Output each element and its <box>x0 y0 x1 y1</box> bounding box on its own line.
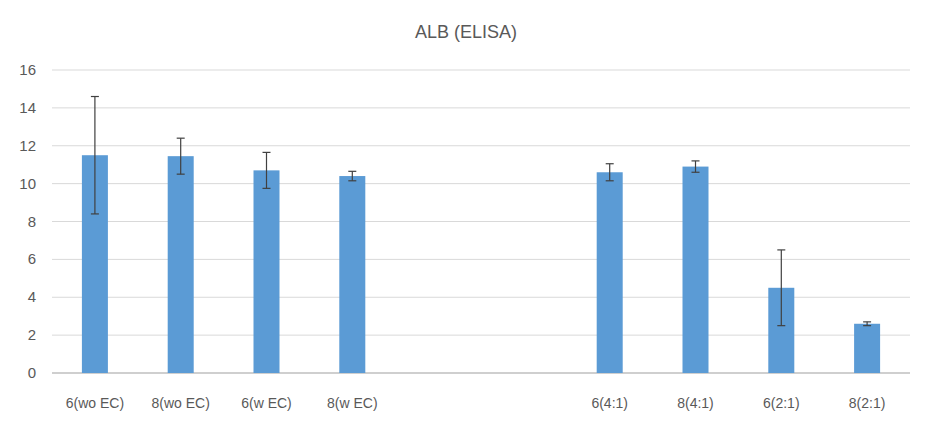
x-tick-label: 8(2:1) <box>849 395 886 411</box>
x-tick-label: 8(4:1) <box>677 395 714 411</box>
bar <box>339 176 365 373</box>
bars-group <box>82 97 880 373</box>
error-stem <box>352 171 353 180</box>
error-bar <box>177 138 185 174</box>
y-tick-label: 2 <box>28 326 36 343</box>
error-bar <box>777 250 785 326</box>
x-tick-label: 8(w EC) <box>327 395 378 411</box>
y-tick-label: 0 <box>28 364 36 381</box>
error-cap <box>348 171 356 172</box>
error-cap <box>777 249 785 250</box>
error-cap <box>863 321 871 322</box>
error-cap <box>263 152 271 153</box>
error-stem <box>180 138 181 174</box>
error-cap <box>692 172 700 173</box>
error-cap <box>863 325 871 326</box>
error-cap <box>606 163 614 164</box>
chart-title: ALB (ELISA) <box>415 22 517 42</box>
error-cap <box>606 180 614 181</box>
x-tick-label: 6(w EC) <box>241 395 292 411</box>
grid-line <box>52 107 910 108</box>
grid-line <box>52 70 910 71</box>
y-tick-label: 12 <box>19 137 36 154</box>
x-tick-label: 6(4:1) <box>591 395 628 411</box>
error-bar <box>606 164 614 181</box>
y-tick-label: 16 <box>19 61 36 78</box>
error-bar <box>91 97 99 214</box>
bar <box>254 170 280 373</box>
error-bar <box>692 161 700 172</box>
chart-container: ALB (ELISA) 0 2 4 6 8 10 12 14 16 6(wo EC) 8(wo EC)… <box>0 0 932 425</box>
error-cap <box>692 160 700 161</box>
error-cap <box>177 174 185 175</box>
y-tick-label: 8 <box>28 213 36 230</box>
bar <box>683 167 709 373</box>
bar <box>168 156 194 373</box>
y-tick-label: 6 <box>28 250 36 267</box>
error-cap <box>177 138 185 139</box>
error-cap <box>263 188 271 189</box>
error-cap <box>777 325 785 326</box>
error-bar <box>863 322 871 326</box>
x-tick-label: 8(wo EC) <box>152 395 210 411</box>
error-stem <box>94 97 95 214</box>
error-cap <box>91 213 99 214</box>
x-tick-label: 6(wo EC) <box>66 395 124 411</box>
error-stem <box>266 152 267 188</box>
error-bar <box>263 152 271 188</box>
y-tick-label: 10 <box>19 175 36 192</box>
error-cap <box>91 96 99 97</box>
error-bar <box>348 171 356 180</box>
error-stem <box>609 164 610 181</box>
bar <box>854 324 880 373</box>
y-tick-label: 14 <box>19 99 36 116</box>
x-tick-label: 6(2:1) <box>763 395 800 411</box>
error-cap <box>348 180 356 181</box>
error-stem <box>695 161 696 172</box>
y-tick-label: 4 <box>28 288 36 305</box>
error-stem <box>781 250 782 326</box>
bar <box>597 172 623 373</box>
chart-svg: ALB (ELISA) 0 2 4 6 8 10 12 14 16 6(wo EC) 8(wo EC)… <box>0 0 932 425</box>
